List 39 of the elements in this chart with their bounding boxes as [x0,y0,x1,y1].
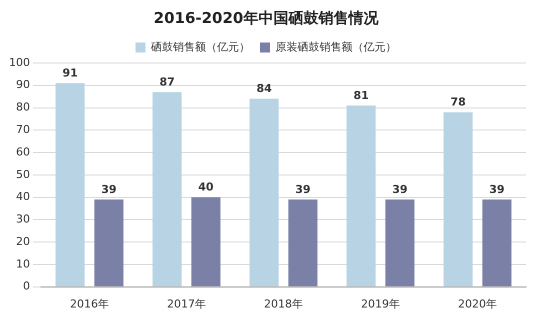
bar [482,200,512,286]
chart-title: 2016-2020年中国硒鼓销售情况 [154,8,380,27]
y-tick-label: 60 [16,145,30,158]
data-label: 84 [256,82,272,96]
bar [56,83,85,286]
y-tick-label: 90 [16,78,30,92]
y-tick-label: 40 [16,190,30,204]
data-label: 40 [198,180,214,194]
x-tick-label: 2019年 [361,297,400,310]
y-tick-label: 80 [16,100,30,114]
bar [94,200,124,286]
legend-label: 原装硒鼓销售额（亿元） [276,40,396,54]
y-tick-label: 10 [16,257,30,270]
data-label: 81 [353,88,369,102]
x-tick-label: 2020年 [458,297,497,310]
bar [288,200,318,286]
data-label: 78 [450,96,466,109]
x-tick-label: 2016年 [70,297,109,310]
x-tick-label: 2017年 [166,297,206,310]
y-tick-label: 20 [16,234,30,248]
bar [152,92,182,286]
y-tick-label: 0 [22,280,30,293]
y-tick-label: 30 [16,212,30,226]
y-tick-label: 50 [16,168,30,181]
bar [444,112,473,286]
data-label: 39 [392,182,408,196]
bar [250,98,279,286]
data-label: 39 [489,182,505,196]
legend-label: 硒鼓销售额（亿元） [150,40,250,54]
data-label: 87 [159,75,175,88]
data-label: 91 [62,66,78,80]
bar [346,106,376,286]
data-label: 39 [101,182,117,196]
x-tick-label: 2018年 [264,297,303,310]
bar [191,197,220,286]
data-label: 39 [295,182,311,196]
y-tick-label: 100 [8,56,30,69]
y-tick-label: 70 [16,123,30,136]
bar [385,200,414,286]
